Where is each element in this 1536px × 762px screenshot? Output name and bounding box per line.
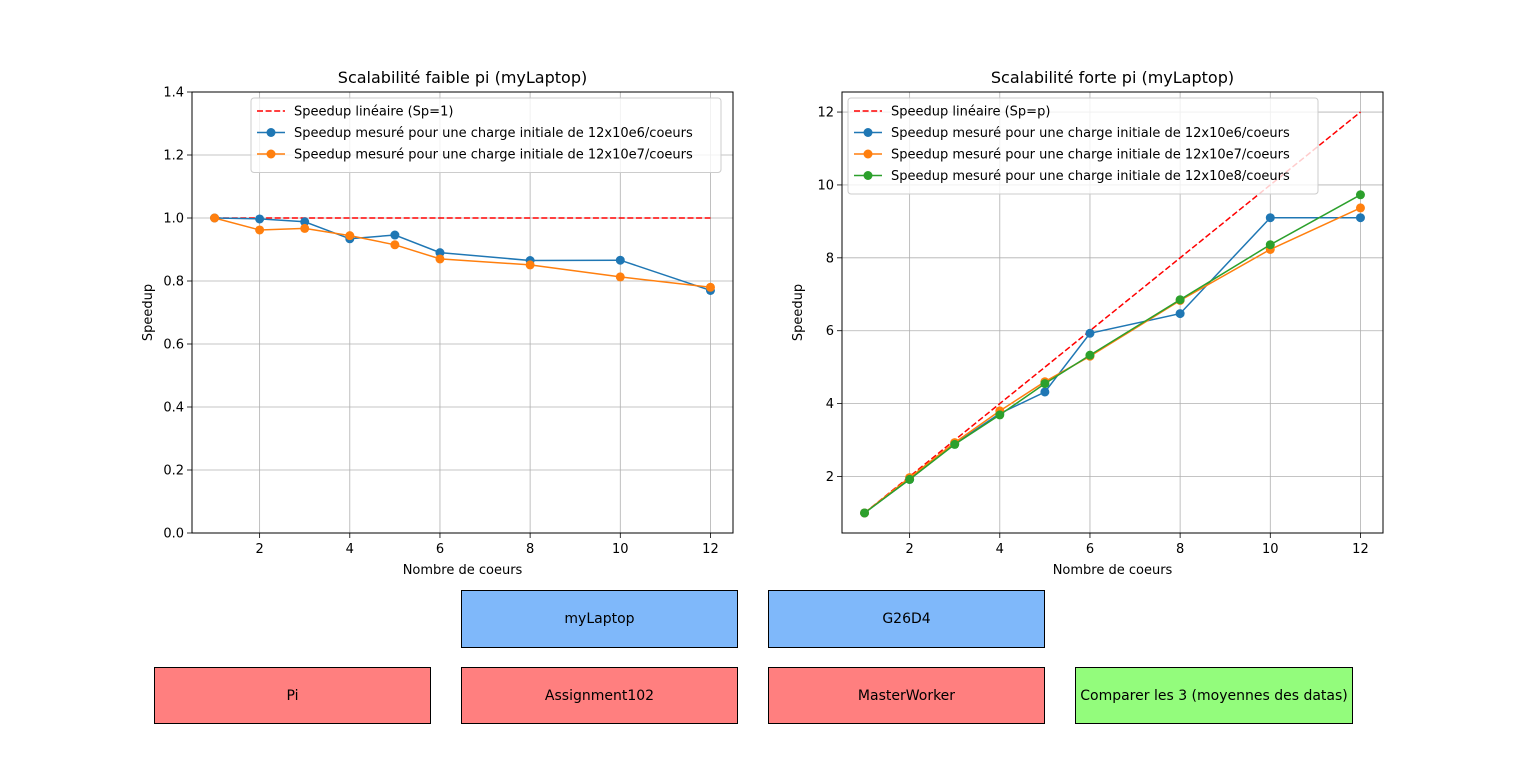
data-point: [705, 282, 715, 292]
data-point: [525, 260, 535, 270]
series-line-2: [214, 217, 711, 289]
data-point: [1085, 328, 1095, 338]
x-tick-label: 2: [255, 542, 263, 557]
data-point: [1355, 213, 1365, 223]
legend-entry: Speedup mesuré pour une charge initiale …: [891, 148, 1290, 163]
data-point: [300, 223, 310, 233]
y-tick-label: 10: [817, 178, 834, 193]
y-tick-label: 0.4: [163, 401, 184, 416]
series-line-1: [864, 216, 1361, 514]
series-line-2: [864, 207, 1361, 514]
chart-title: Scalabilité forte pi (myLaptop): [991, 68, 1234, 87]
chart-title: Scalabilité faible pi (myLaptop): [338, 68, 587, 87]
axes-frame: [191, 91, 734, 534]
data-point: [615, 255, 625, 265]
data-point: [1265, 213, 1275, 223]
x-tick-label: 6: [1086, 542, 1094, 557]
pi-button[interactable]: Pi: [154, 667, 431, 724]
y-tick-label: 1.4: [163, 86, 184, 101]
masterworker-button[interactable]: MasterWorker: [768, 667, 1045, 724]
y-axis-label: Speedup: [141, 284, 156, 341]
x-axis-label: Nombre de coeurs: [1053, 563, 1173, 578]
legend-marker: [266, 149, 276, 159]
legend-marker: [266, 128, 276, 137]
legend-entry: Speedup mesuré pour une charge initiale …: [294, 126, 693, 141]
legend-box: [847, 97, 1319, 195]
data-point: [1175, 309, 1185, 319]
legend-entry: Speedup mesuré pour une charge initiale …: [294, 148, 693, 163]
data-point: [390, 240, 400, 250]
axes-frame: [841, 91, 1384, 534]
y-tick-label: 12: [817, 106, 834, 121]
x-tick-label: 2: [905, 542, 913, 557]
legend-entry: Speedup linéaire (Sp=p): [891, 105, 1050, 120]
x-tick-label: 12: [1352, 542, 1369, 557]
data-point: [210, 213, 220, 223]
data-point: [255, 225, 265, 235]
legend: Speedup linéaire (Sp=p) Speedup mesuré po…: [847, 97, 1319, 195]
g26d4-button[interactable]: G26D4: [768, 590, 1045, 648]
legend-marker: [863, 128, 873, 137]
compare-button[interactable]: Comparer les 3 (moyennes des datas): [1075, 667, 1353, 724]
x-axis-label: Nombre de coeurs: [403, 563, 523, 578]
data-point: [345, 231, 355, 241]
legend-box: [250, 97, 722, 173]
data-point: [435, 254, 445, 264]
data-point: [1355, 190, 1365, 200]
y-tick-label: 1.0: [163, 212, 184, 227]
assignment102-button[interactable]: Assignment102: [461, 667, 738, 724]
x-tick-label: 12: [702, 542, 719, 557]
y-tick-label: 6: [826, 324, 834, 339]
strong-scaling-chart: 2 4 6 8 10 12 2 4 6 8 10 12 Scalabilité forte pi (my…: [791, 68, 1384, 578]
legend: Speedup linéaire (Sp=1) Speedup mesuré po…: [250, 97, 722, 173]
y-axis-label: Speedup: [791, 284, 806, 341]
weak-scaling-chart: 2 4 6 8 10 12 0.0 0.2 0.4 0.6 0.8 1.0 1.2 1.4 Scalabil…: [141, 68, 734, 578]
series-line-0: [864, 111, 1361, 514]
data-point: [1085, 350, 1095, 360]
y-tick-label: 8: [826, 251, 834, 266]
data-point: [255, 214, 265, 224]
y-tick-label: 4: [826, 397, 834, 412]
data-point: [1355, 203, 1365, 213]
data-point: [390, 230, 400, 240]
mylaptop-button[interactable]: myLaptop: [461, 590, 738, 648]
x-tick-label: 8: [1176, 542, 1184, 557]
y-tick-label: 0.0: [163, 527, 184, 542]
x-tick-label: 10: [612, 542, 629, 557]
x-tick-label: 6: [436, 542, 444, 557]
y-tick-label: 0.8: [163, 275, 184, 290]
data-point: [860, 508, 870, 518]
legend-entry: Speedup mesuré pour une charge initiale …: [891, 169, 1290, 184]
data-point: [1040, 379, 1050, 389]
data-point: [1175, 295, 1185, 305]
data-point: [950, 439, 960, 449]
x-tick-label: 4: [996, 542, 1004, 557]
data-point: [300, 217, 310, 227]
legend-entry: Speedup mesuré pour une charge initiale …: [891, 126, 1290, 141]
data-point: [615, 272, 625, 282]
x-tick-label: 4: [346, 542, 354, 557]
legend-marker: [863, 149, 873, 159]
x-tick-label: 8: [526, 542, 534, 557]
legend-entry: Speedup linéaire (Sp=1): [294, 105, 453, 120]
data-point: [995, 410, 1005, 420]
data-point: [1265, 240, 1275, 250]
x-tick-label: 10: [1262, 542, 1279, 557]
y-tick-label: 2: [826, 470, 834, 485]
y-tick-label: 0.6: [163, 338, 184, 353]
data-point: [905, 474, 915, 484]
data-point: [1040, 387, 1050, 397]
y-tick-label: 0.2: [163, 464, 184, 479]
y-tick-label: 1.2: [163, 149, 184, 164]
data-point: [435, 248, 445, 258]
legend-marker: [863, 171, 873, 180]
